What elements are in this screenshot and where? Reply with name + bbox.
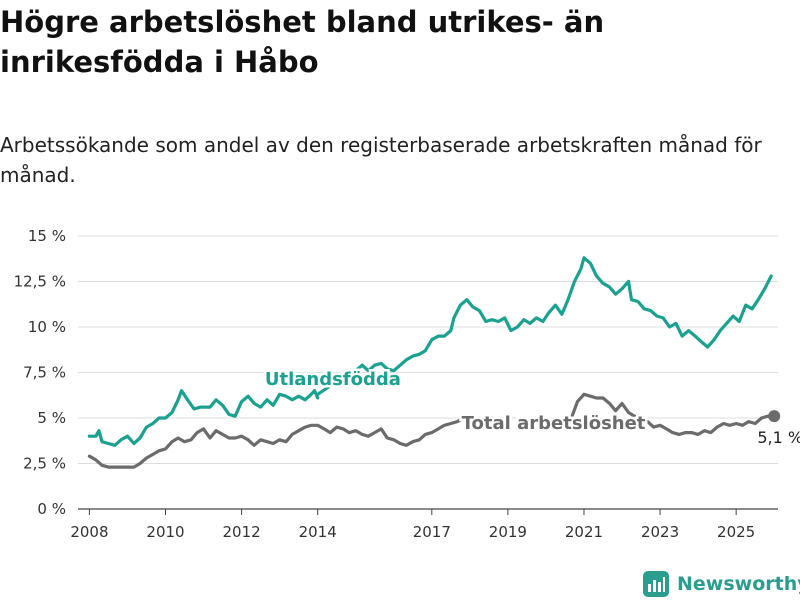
x-tick-label: 2025 <box>717 523 755 541</box>
series-label: Utlandsfödda <box>265 369 401 390</box>
x-tick-label: 2017 <box>413 523 451 541</box>
y-tick-label: 15 % <box>28 227 66 245</box>
y-axis-ticks: 0 % 2,5 % 5 % 7,5 % 10 % 12,5 % 15 % <box>14 227 66 518</box>
brand-name: Newsworthy <box>677 573 800 595</box>
series-line <box>87 389 320 447</box>
chart-subtitle: Arbetssökande som andel av den registerb… <box>0 133 762 187</box>
end-point-marker <box>768 410 781 423</box>
x-tick-label: 2012 <box>222 523 260 541</box>
end-value-label: 5,1 % <box>757 428 800 447</box>
series-labels: Utlandsfödda Total arbetslöshet 5,1 % <box>262 367 800 447</box>
y-tick-label: 2,5 % <box>23 455 66 473</box>
x-tick-label: 2008 <box>70 523 108 541</box>
y-tick-label: 10 % <box>28 318 66 336</box>
series-line <box>569 392 776 436</box>
x-tick-label: 2019 <box>489 523 527 541</box>
x-tick-label: 2010 <box>146 523 184 541</box>
x-tick-label: 2021 <box>565 523 603 541</box>
series-label: Total arbetslöshet <box>462 413 646 434</box>
y-tick-label: 5 % <box>37 409 66 427</box>
x-tick-label: 2023 <box>641 523 679 541</box>
y-tick-label: 7,5 % <box>23 364 66 382</box>
x-tick-label: 2014 <box>299 523 337 541</box>
series-lines <box>87 256 781 469</box>
y-tick-label: 0 % <box>37 500 66 518</box>
series-line <box>87 416 465 469</box>
bar-chart-logo-icon <box>643 571 669 597</box>
brand-logo: Newsworthy <box>643 570 800 598</box>
chart-title: Högre arbetslöshet bland utrikes- än inr… <box>0 5 605 79</box>
y-tick-label: 12,5 % <box>14 273 66 291</box>
series-line <box>316 256 773 396</box>
x-axis-ticks: 2008 2010 2012 2014 2017 2019 2021 2023 2025 <box>70 509 755 541</box>
grid-lines <box>78 235 778 510</box>
